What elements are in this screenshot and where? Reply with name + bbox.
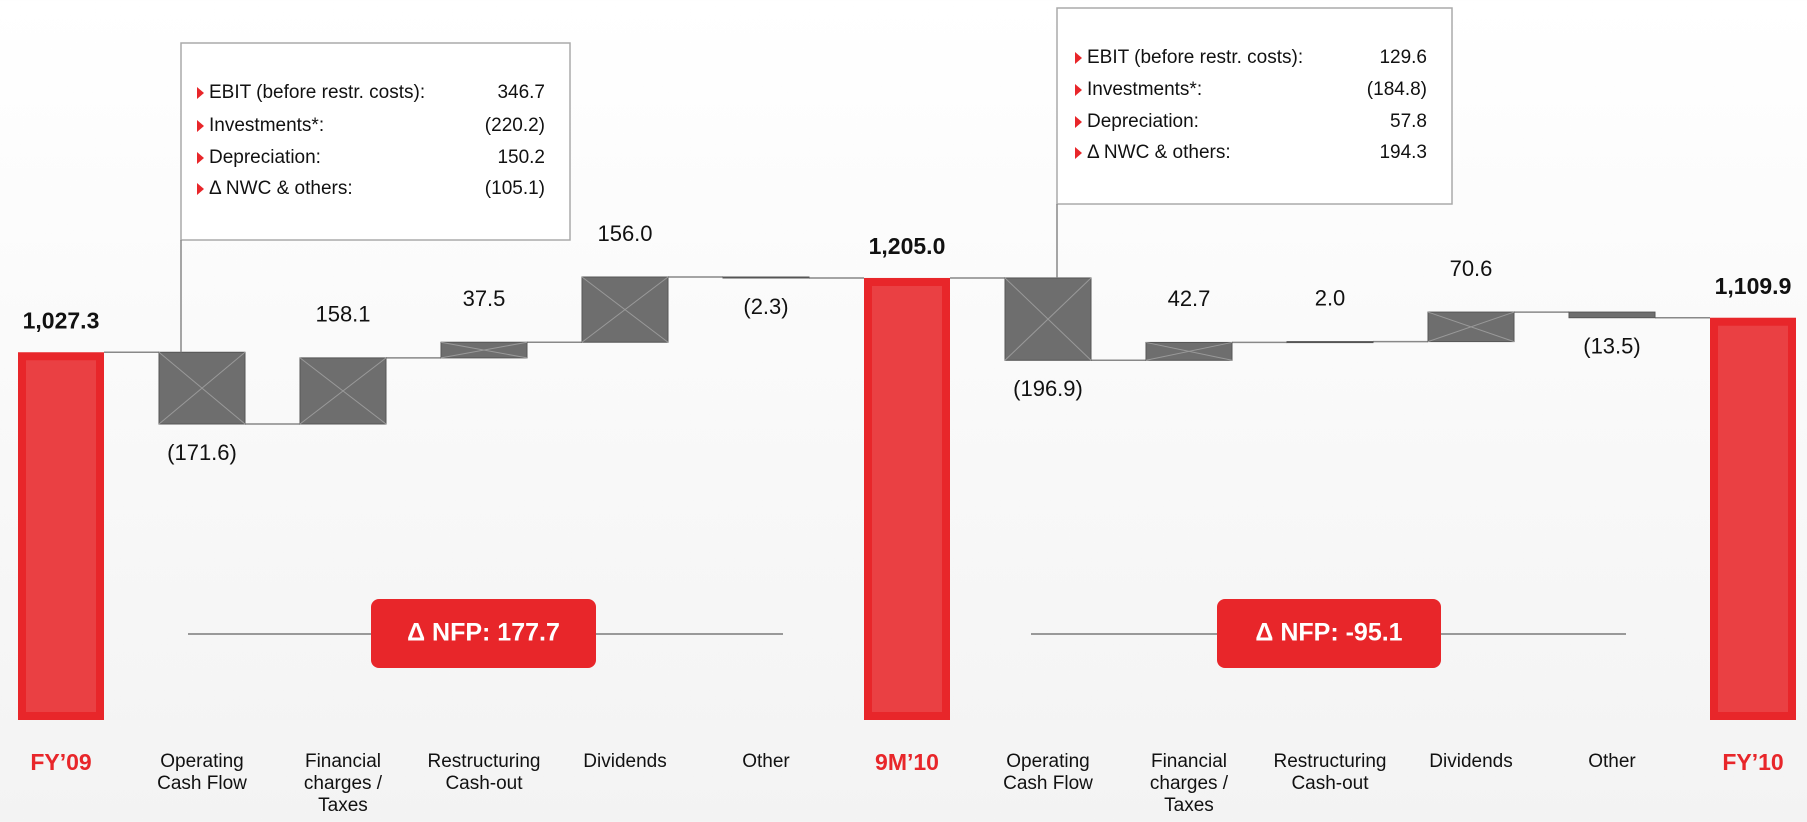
bevel [1427, 311, 1515, 343]
value-label: 1,109.9 [1715, 273, 1792, 299]
category-label: Dividends [583, 751, 667, 772]
note-label: Investments*: [1087, 79, 1202, 100]
category-label: Restructuring Cash-out [427, 751, 541, 794]
value-label: 158.1 [315, 302, 370, 327]
value-label: 156.0 [597, 221, 652, 246]
bevel [299, 357, 387, 425]
category-label: FY’10 [1722, 749, 1784, 775]
total-bar [18, 352, 104, 720]
value-label: 1,027.3 [23, 307, 100, 333]
note-label: EBIT (before restr. costs): [1087, 47, 1303, 68]
category-label: Restructuring Cash-out [1273, 751, 1387, 794]
category-label: Financial charges / Taxes [303, 751, 383, 816]
value-label: 37.5 [463, 286, 506, 311]
total-bar [864, 277, 950, 720]
annotation-pill [371, 599, 596, 668]
value-label: 70.6 [1450, 256, 1493, 281]
note-label: Δ NWC & others: [209, 178, 353, 199]
bar-shine [872, 285, 942, 712]
note-value: (105.1) [485, 178, 545, 199]
note-value: 129.6 [1379, 47, 1427, 68]
value-label: (13.5) [1583, 334, 1640, 359]
total-bar [1710, 317, 1796, 720]
value-label: (171.6) [167, 440, 237, 465]
bevel [1145, 341, 1233, 361]
bevel [581, 276, 669, 343]
bar-shine [1718, 325, 1788, 712]
annotation: Δ NFP: 177.7 [407, 619, 560, 647]
bevel [158, 351, 246, 425]
bullet [1075, 52, 1082, 64]
bullet [1075, 84, 1082, 96]
category-label: Operating Cash Flow [157, 751, 247, 794]
note-box [180, 42, 571, 241]
note-label: EBIT (before restr. costs): [209, 82, 425, 103]
note-value: 346.7 [497, 82, 545, 103]
category-label: 9M’10 [875, 749, 939, 775]
bar-shine [26, 360, 96, 712]
bullet [197, 183, 204, 195]
category-label: Other [742, 751, 790, 772]
bullet [1075, 116, 1082, 128]
delta-bar [722, 276, 810, 279]
delta-bar [1286, 341, 1374, 344]
annotation-pill [1217, 599, 1441, 668]
note-value: 57.8 [1390, 111, 1427, 132]
category-label: Dividends [1429, 751, 1513, 772]
delta-bar [1568, 311, 1656, 319]
bullet [197, 152, 204, 164]
category-label: Financial charges / Taxes [1149, 751, 1229, 816]
note-value: (184.8) [1367, 79, 1427, 100]
note-value: 150.2 [497, 147, 545, 168]
value-label: 1,205.0 [869, 233, 946, 259]
bullet [197, 87, 204, 99]
bevel [1004, 277, 1092, 361]
note-value: 194.3 [1379, 142, 1427, 163]
note-box [1056, 7, 1453, 205]
note-label: Δ NWC & others: [1087, 142, 1231, 163]
note-label: Depreciation: [1087, 111, 1199, 132]
note-label: Investments*: [209, 115, 324, 136]
bullet [1075, 147, 1082, 159]
bevel [440, 341, 528, 359]
value-label: (196.9) [1013, 376, 1083, 401]
annotation: Δ NFP: -95.1 [1255, 619, 1402, 647]
category-label: Other [1588, 751, 1636, 772]
bullet [197, 120, 204, 132]
category-label: Operating Cash Flow [1003, 751, 1093, 794]
note-value: (220.2) [485, 115, 545, 136]
value-label: (2.3) [743, 294, 788, 319]
value-label: 42.7 [1168, 286, 1211, 311]
note-label: Depreciation: [209, 147, 321, 168]
category-label: FY’09 [30, 749, 92, 775]
value-label: 2.0 [1315, 285, 1346, 310]
